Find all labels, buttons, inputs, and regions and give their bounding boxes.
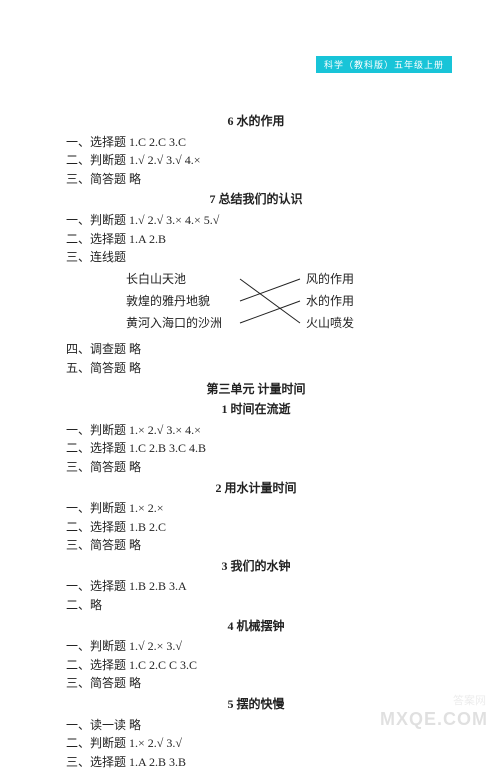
- s1-short: 三、简答题 略: [66, 458, 446, 477]
- s6-judge: 二、判断题 1.√ 2.√ 3.√ 4.×: [66, 151, 446, 170]
- section-2-title: 2 用水计量时间: [66, 479, 446, 498]
- s2-short: 三、简答题 略: [66, 536, 446, 555]
- s4-judge: 一、判断题 1.√ 2.× 3.√: [66, 637, 446, 656]
- s7-judge: 一、判断题 1.√ 2.√ 3.× 4.× 5.√: [66, 211, 446, 230]
- s2-judge: 一、判断题 1.× 2.×: [66, 499, 446, 518]
- svg-text:黄河入海口的沙洲: 黄河入海口的沙洲: [126, 315, 222, 330]
- s5-choice: 三、选择题 1.A 2.B 3.B: [66, 753, 446, 771]
- s6-short: 三、简答题 略: [66, 170, 446, 189]
- watermark: MXQE.COM: [380, 709, 488, 730]
- s5-judge: 二、判断题 1.× 2.√ 3.√: [66, 734, 446, 753]
- s3-choice: 一、选择题 1.B 2.B 3.A: [66, 577, 446, 596]
- s2-choice: 二、选择题 1.B 2.C: [66, 518, 446, 537]
- svg-text:火山喷发: 火山喷发: [306, 315, 354, 330]
- svg-text:风的作用: 风的作用: [306, 271, 354, 286]
- s1-choice: 二、选择题 1.C 2.B 3.C 4.B: [66, 439, 446, 458]
- svg-text:水的作用: 水的作用: [306, 293, 354, 308]
- s7-survey: 四、调查题 略: [66, 340, 446, 359]
- section-1-title: 1 时间在流逝: [66, 400, 446, 419]
- s1-judge: 一、判断题 1.× 2.√ 3.× 4.×: [66, 421, 446, 440]
- svg-text:长白山天池: 长白山天池: [126, 271, 186, 286]
- section-3-title: 3 我们的水钟: [66, 557, 446, 576]
- section-4-title: 4 机械摆钟: [66, 617, 446, 636]
- s4-short: 三、简答题 略: [66, 674, 446, 693]
- section-6-title: 6 水的作用: [66, 112, 446, 131]
- matching-diagram: 长白山天池敦煌的雅丹地貌黄河入海口的沙洲 风的作用水的作用火山喷发: [122, 268, 446, 340]
- s6-choice: 一、选择题 1.C 2.C 3.C: [66, 133, 446, 152]
- watermark-small: 答案网: [453, 692, 486, 708]
- section-7-title: 7 总结我们的认识: [66, 190, 446, 209]
- header-badge: 科学（教科版）五年级上册: [316, 56, 452, 73]
- s7-short: 五、简答题 略: [66, 359, 446, 378]
- svg-text:敦煌的雅丹地貌: 敦煌的雅丹地貌: [126, 293, 210, 308]
- s7-choice: 二、选择题 1.A 2.B: [66, 230, 446, 249]
- s3-other: 二、略: [66, 596, 446, 615]
- page-content: 6 水的作用 一、选择题 1.C 2.C 3.C 二、判断题 1.√ 2.√ 3…: [66, 110, 446, 771]
- unit-3-title: 第三单元 计量时间: [66, 380, 446, 399]
- s7-match: 三、连线题: [66, 248, 446, 267]
- s4-choice: 二、选择题 1.C 2.C C 3.C: [66, 656, 446, 675]
